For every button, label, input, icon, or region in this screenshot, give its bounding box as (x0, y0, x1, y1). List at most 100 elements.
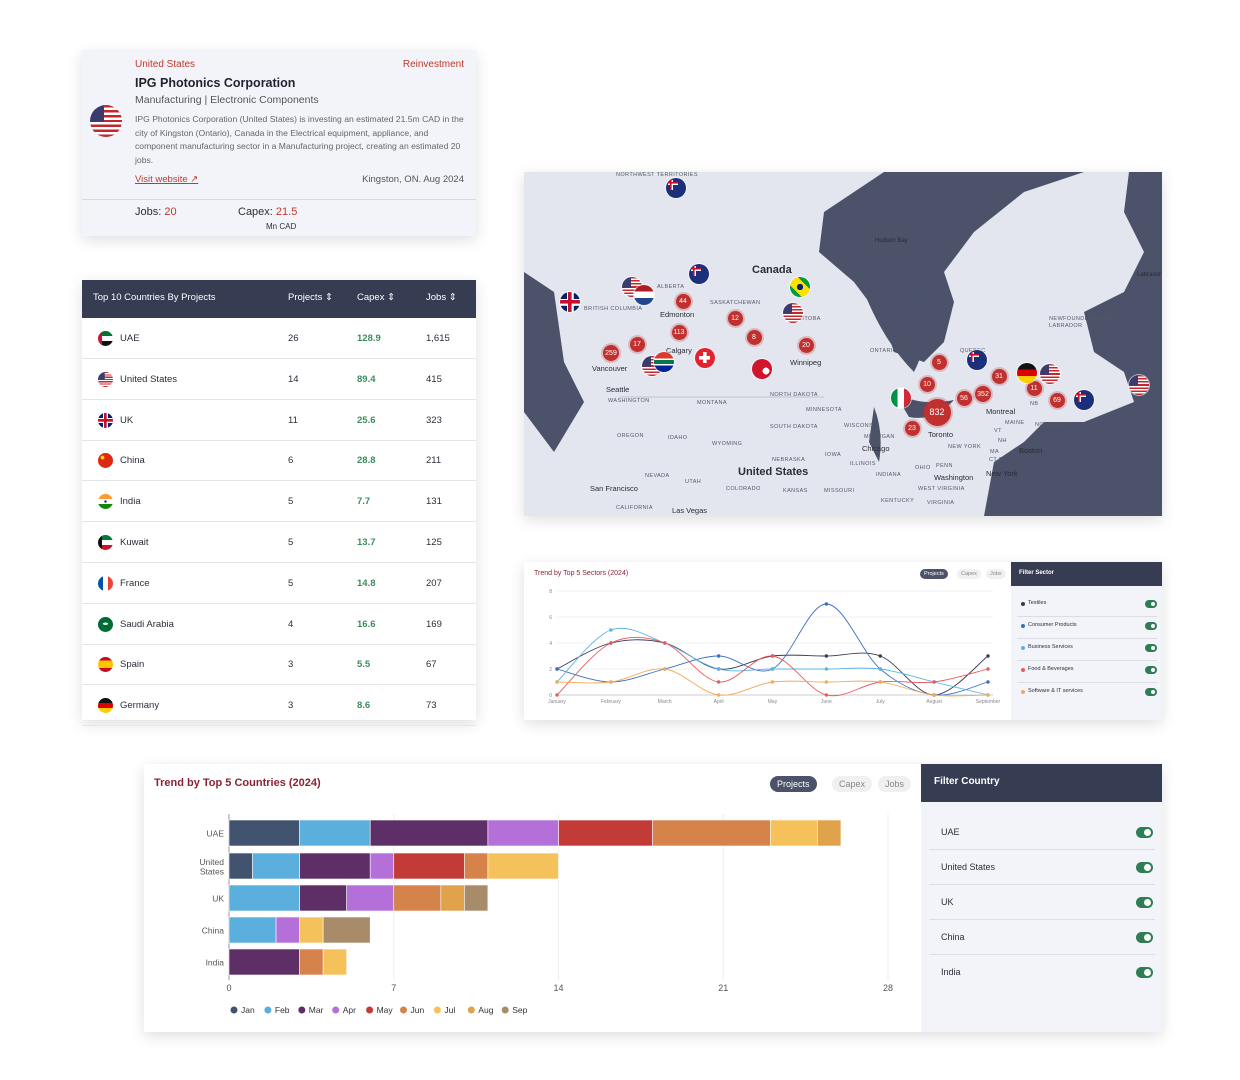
legend-label[interactable]: Apr (343, 1005, 356, 1015)
map-cluster-marker[interactable]: 12 (727, 310, 743, 326)
sector-filter-item[interactable]: Software & IT services (1017, 683, 1157, 705)
de-flag-marker[interactable] (1017, 363, 1037, 383)
data-point[interactable] (716, 693, 721, 697)
data-point[interactable] (555, 667, 559, 671)
ch-flag-marker[interactable] (695, 348, 715, 368)
legend-label[interactable]: Feb (275, 1005, 290, 1015)
data-point[interactable] (986, 654, 990, 658)
map-cluster-marker[interactable]: 11 (1026, 380, 1042, 396)
tab-jobs[interactable]: Jobs (986, 569, 1006, 579)
sector-toggle[interactable] (1145, 644, 1157, 652)
bar-segment[interactable] (299, 884, 347, 912)
tab-jobs[interactable]: Jobs (878, 776, 912, 792)
bar-segment[interactable] (770, 819, 818, 847)
au-flag-marker[interactable] (666, 178, 686, 198)
data-point[interactable] (824, 680, 829, 684)
data-point[interactable] (824, 667, 829, 671)
data-point[interactable] (824, 693, 829, 697)
bar-segment[interactable] (652, 819, 771, 847)
bar-segment[interactable] (252, 852, 300, 880)
legend-label[interactable]: Jun (411, 1005, 425, 1015)
us-flag-marker[interactable] (1040, 364, 1060, 384)
country-toggle[interactable] (1136, 827, 1153, 838)
table-row[interactable]: India 5 7.7 131 (82, 481, 476, 523)
data-point[interactable] (878, 680, 882, 684)
za-flag-marker[interactable] (654, 352, 674, 372)
country-filter-item[interactable]: United States (929, 850, 1155, 885)
data-point[interactable] (986, 680, 990, 684)
sector-filter-item[interactable]: Food & Beverages (1017, 661, 1157, 683)
tab-projects[interactable]: Projects (770, 776, 817, 792)
data-point[interactable] (663, 667, 667, 671)
data-point[interactable] (986, 667, 990, 671)
bar-segment[interactable] (487, 852, 559, 880)
bar-segment[interactable] (228, 852, 253, 880)
bar-segment[interactable] (464, 852, 489, 880)
legend-label[interactable]: Mar (309, 1005, 324, 1015)
us-flag-marker[interactable] (783, 303, 803, 323)
bar-segment[interactable] (228, 819, 300, 847)
data-point[interactable] (770, 654, 775, 658)
data-point[interactable] (555, 693, 559, 697)
data-point[interactable] (716, 680, 721, 684)
map-cluster-marker[interactable]: 17 (629, 336, 645, 352)
gb-flag-marker[interactable] (560, 292, 580, 312)
sector-filter-item[interactable]: Business Services (1017, 639, 1157, 661)
country-filter-item[interactable]: China (929, 920, 1155, 955)
bar-segment[interactable] (299, 819, 371, 847)
map-cluster-marker[interactable]: 44 (675, 293, 691, 309)
data-point[interactable] (770, 667, 775, 671)
country-toggle[interactable] (1136, 932, 1153, 943)
map-cluster-marker[interactable]: 69 (1049, 392, 1065, 408)
table-row[interactable]: Saudi Arabia 4 16.6 169 (82, 604, 476, 645)
map-cluster-marker[interactable]: 832 (923, 398, 951, 426)
map-cluster-marker[interactable]: 56 (956, 390, 972, 406)
bar-segment[interactable] (346, 884, 395, 912)
sector-toggle[interactable] (1145, 666, 1157, 674)
bar-segment[interactable] (299, 948, 324, 976)
data-point[interactable] (716, 654, 721, 658)
data-point[interactable] (824, 602, 829, 606)
bar-segment[interactable] (299, 916, 324, 944)
country-toggle[interactable] (1136, 862, 1153, 873)
sector-toggle[interactable] (1145, 600, 1157, 608)
bar-segment[interactable] (228, 948, 300, 976)
country-filter-item[interactable]: UAE (929, 815, 1155, 850)
sector-filter-item[interactable]: Consumer Products (1017, 617, 1157, 639)
data-point[interactable] (609, 628, 613, 632)
legend-label[interactable]: Jul (444, 1005, 455, 1015)
map-cluster-marker[interactable]: 8 (746, 329, 762, 345)
us-flag-marker[interactable] (1129, 375, 1149, 395)
bar-segment[interactable] (464, 884, 489, 912)
bar-segment[interactable] (369, 819, 489, 847)
investment-map[interactable]: Canada Hudson Bay Edmonton Calgary Vancouver… (524, 172, 1162, 516)
table-row[interactable]: France 5 14.8 207 (82, 563, 476, 604)
sector-toggle[interactable] (1145, 688, 1157, 696)
au-flag-marker[interactable] (967, 350, 987, 370)
table-row[interactable]: Germany 3 8.6 73 (82, 685, 476, 727)
data-point[interactable] (716, 667, 721, 671)
data-point[interactable] (663, 641, 667, 645)
table-row[interactable]: UK 11 25.6 323 (82, 400, 476, 441)
bar-segment[interactable] (299, 852, 371, 880)
map-cluster-marker[interactable]: 10 (919, 376, 935, 392)
country-filter-item[interactable]: UK (929, 885, 1155, 920)
legend-label[interactable]: Sep (512, 1005, 527, 1015)
table-row[interactable]: China 6 28.8 211 (82, 440, 476, 482)
sort-jobs[interactable]: Jobs ⇕ (426, 292, 457, 303)
visit-website-link[interactable]: Visit website ↗ (135, 174, 198, 185)
bar-segment[interactable] (440, 884, 465, 912)
data-point[interactable] (770, 680, 775, 684)
data-point[interactable] (555, 680, 559, 684)
table-row[interactable]: UAE 26 128.9 1,615 (82, 318, 476, 359)
legend-label[interactable]: May (377, 1005, 394, 1015)
au-flag-marker[interactable] (1074, 390, 1094, 410)
country-toggle[interactable] (1136, 897, 1153, 908)
bar-segment[interactable] (228, 884, 300, 912)
data-point[interactable] (824, 654, 829, 658)
country-filter-item[interactable]: India (929, 955, 1155, 990)
map-cluster-marker[interactable]: 5 (931, 354, 947, 370)
bar-segment[interactable] (228, 916, 277, 944)
nl-flag-marker[interactable] (634, 285, 654, 305)
data-point[interactable] (609, 680, 613, 684)
